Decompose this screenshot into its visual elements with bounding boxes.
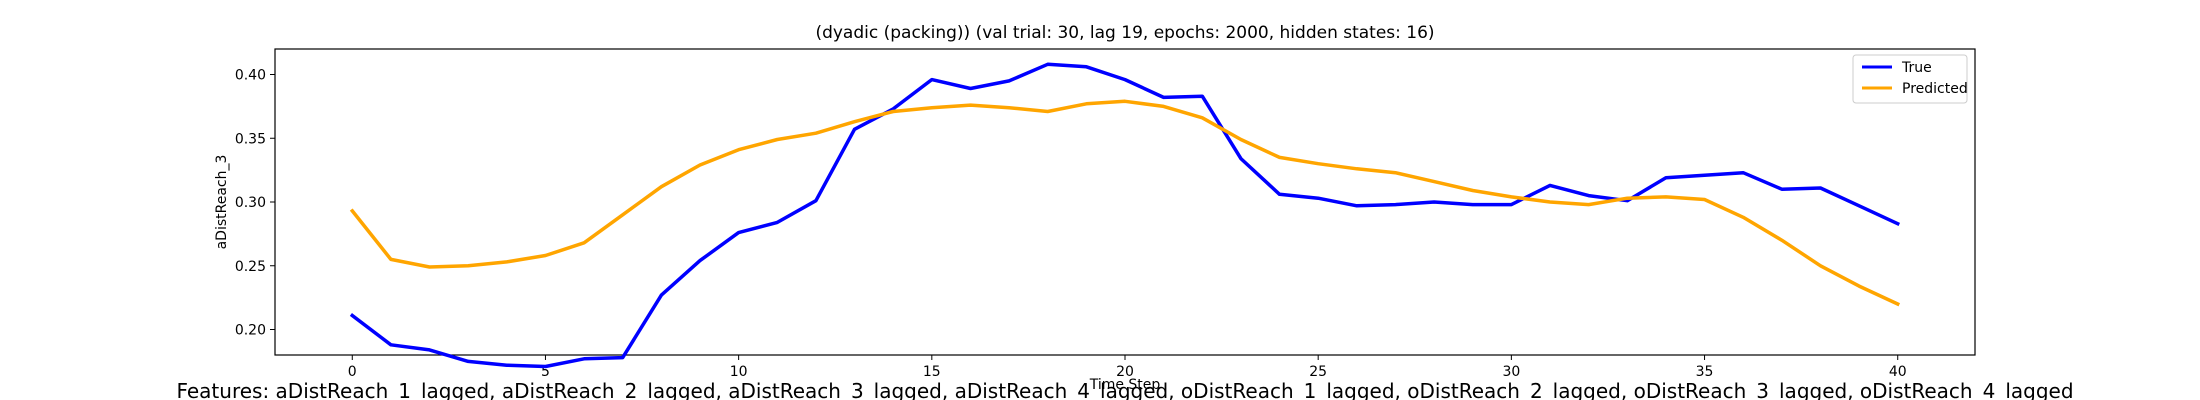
y-tick-label: 0.30 <box>235 195 266 211</box>
x-tick-label: 10 <box>730 364 748 380</box>
y-tick-label: 0.25 <box>235 259 266 275</box>
x-axis-label: Time Step <box>1089 377 1161 393</box>
chart-title: (dyadic (packing)) (val trial: 30, lag 1… <box>815 23 1434 43</box>
x-tick-label: 35 <box>1696 364 1714 380</box>
legend: True Predicted <box>1852 54 1968 104</box>
legend-label-predicted: Predicted <box>1902 81 1968 97</box>
x-tick-label: 25 <box>1309 364 1327 380</box>
y-tick-label: 0.20 <box>235 323 266 339</box>
x-tick-label: 15 <box>923 364 941 380</box>
features-caption: Features: aDistReach_1_lagged, aDistReac… <box>176 379 2073 400</box>
series-line-true <box>349 62 1901 369</box>
x-tick-label: 20 <box>1116 364 1134 380</box>
y-tick-label: 0.40 <box>235 68 266 84</box>
legend-label-true: True <box>1901 60 1932 76</box>
x-axis-ticks: 0 5 10 15 20 25 30 35 40 <box>348 355 1907 380</box>
y-axis-label: aDistReach_3 <box>214 155 230 250</box>
y-tick-label: 0.35 <box>235 131 266 147</box>
x-tick-label: 30 <box>1502 364 1520 380</box>
x-tick-label: 40 <box>1889 364 1907 380</box>
x-tick-label: 0 <box>348 364 357 380</box>
plot-frame <box>274 48 1976 356</box>
series-layer <box>349 62 1901 369</box>
x-tick-label: 5 <box>541 364 550 380</box>
y-axis-ticks: 0.20 0.25 0.30 0.35 0.40 <box>235 68 275 339</box>
series-line-predicted <box>349 99 1901 307</box>
